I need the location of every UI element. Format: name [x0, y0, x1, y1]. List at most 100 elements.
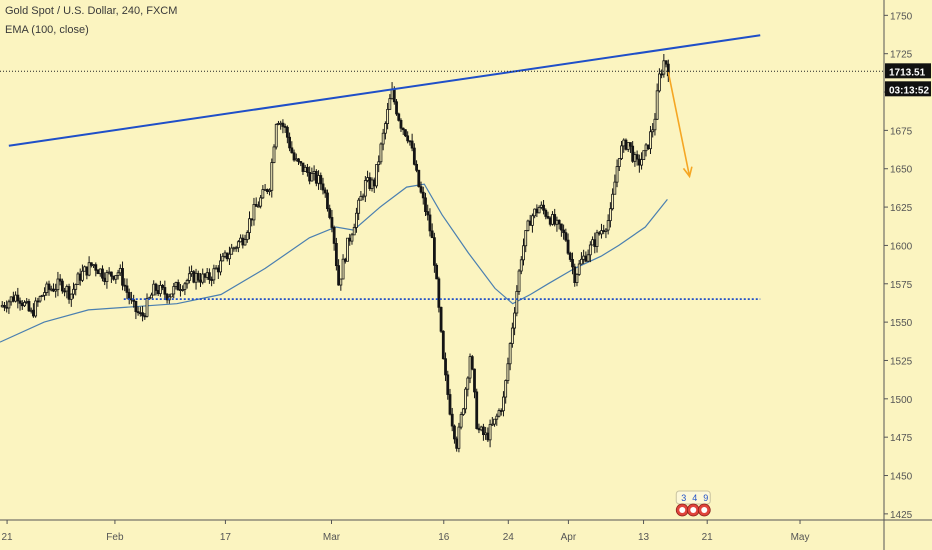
candle-body: [56, 278, 60, 291]
candle-body: [181, 289, 185, 291]
event-flag-center: [690, 507, 697, 513]
candle-body: [3, 304, 6, 308]
candle-body: [216, 267, 220, 273]
time-tick-label: May: [791, 532, 810, 543]
candle-body: [495, 415, 499, 420]
candle-body: [408, 140, 412, 143]
candle-body: [564, 232, 568, 241]
candle-body: [499, 410, 503, 412]
candle-body: [49, 288, 53, 291]
indicator-label: EMA (100, close): [5, 24, 89, 36]
candle-body: [301, 162, 305, 172]
time-tick-label: 21: [2, 532, 14, 543]
candle-body: [404, 129, 407, 137]
candle-body: [185, 280, 189, 285]
events-count: 4: [692, 493, 697, 503]
candle-body: [158, 284, 162, 295]
candle-body: [372, 179, 376, 187]
candle-body: [9, 296, 13, 303]
candle-body: [214, 267, 218, 270]
event-flag-center: [701, 507, 708, 513]
candle-body: [170, 293, 173, 298]
projection-arrow-shaft[interactable]: [667, 71, 691, 177]
candle-body: [660, 73, 664, 76]
candle-body: [174, 282, 178, 287]
time-tick-label: 16: [438, 532, 450, 543]
candle-body: [272, 146, 276, 163]
candle-body: [608, 208, 612, 222]
candle-body: [156, 290, 160, 295]
candle-body: [352, 227, 356, 236]
candle-body: [555, 219, 559, 225]
candle-body: [595, 232, 599, 247]
candle-body: [441, 330, 445, 360]
candle-body: [252, 204, 256, 221]
candle-body: [528, 220, 532, 226]
candle-body: [143, 315, 147, 318]
countdown-label: 03:13:52: [889, 85, 929, 96]
candle-body: [274, 124, 278, 148]
candle-body: [642, 150, 646, 161]
candle-body: [243, 239, 247, 246]
price-tick-label: 1425: [890, 510, 913, 521]
candle-body: [78, 273, 82, 281]
candle-body: [470, 356, 474, 370]
candle-body: [337, 265, 341, 286]
candle-body: [123, 284, 127, 287]
candle-body: [588, 244, 592, 256]
price-tick-label: 1750: [890, 11, 913, 22]
candle-body: [533, 208, 537, 217]
candle-body: [179, 289, 182, 291]
candle-body: [259, 197, 263, 207]
candle-body: [72, 288, 75, 295]
candle-body: [138, 312, 142, 315]
candle-body: [421, 191, 425, 199]
candle-body: [58, 278, 62, 282]
candle-body: [292, 152, 296, 161]
candle-body: [36, 300, 40, 303]
candle-body: [444, 358, 447, 376]
candle-body: [399, 119, 403, 129]
candle-body: [548, 217, 552, 225]
candle-body: [415, 163, 418, 171]
candle-body: [312, 171, 316, 174]
candle-body: [248, 218, 251, 233]
candle-body: [586, 254, 590, 262]
candle-body: [103, 277, 107, 283]
candle-body: [294, 158, 298, 161]
candle-body: [141, 312, 144, 317]
time-tick-label: 21: [702, 532, 714, 543]
candle-body: [116, 272, 120, 276]
resistance-trendline[interactable]: [8, 34, 761, 147]
candle-body: [426, 211, 430, 216]
candle-body: [89, 262, 93, 266]
candle-body: [127, 291, 131, 300]
candle-body: [25, 301, 29, 303]
candle-body: [466, 377, 470, 390]
candle-body: [662, 60, 666, 75]
candle-body: [566, 239, 570, 254]
candle-body: [477, 428, 481, 431]
candle-body: [334, 243, 338, 267]
candle-body: [459, 414, 463, 428]
candle-body: [531, 215, 534, 226]
candle-body: [553, 214, 557, 225]
candle-body: [664, 60, 668, 65]
candle-body: [34, 300, 38, 317]
candle-body: [236, 241, 240, 249]
candle-body: [348, 237, 352, 242]
candle-body: [551, 214, 554, 225]
candle-body: [96, 269, 100, 275]
candle-body: [194, 272, 198, 283]
candle-body: [383, 123, 387, 134]
candle-body: [602, 230, 606, 233]
candle-body: [537, 207, 541, 214]
candle-body: [513, 312, 516, 329]
candle-body: [395, 101, 398, 115]
events-count: 9: [703, 493, 708, 503]
candle-body: [526, 220, 530, 231]
candle-body: [611, 193, 615, 210]
candle-body: [629, 142, 632, 147]
